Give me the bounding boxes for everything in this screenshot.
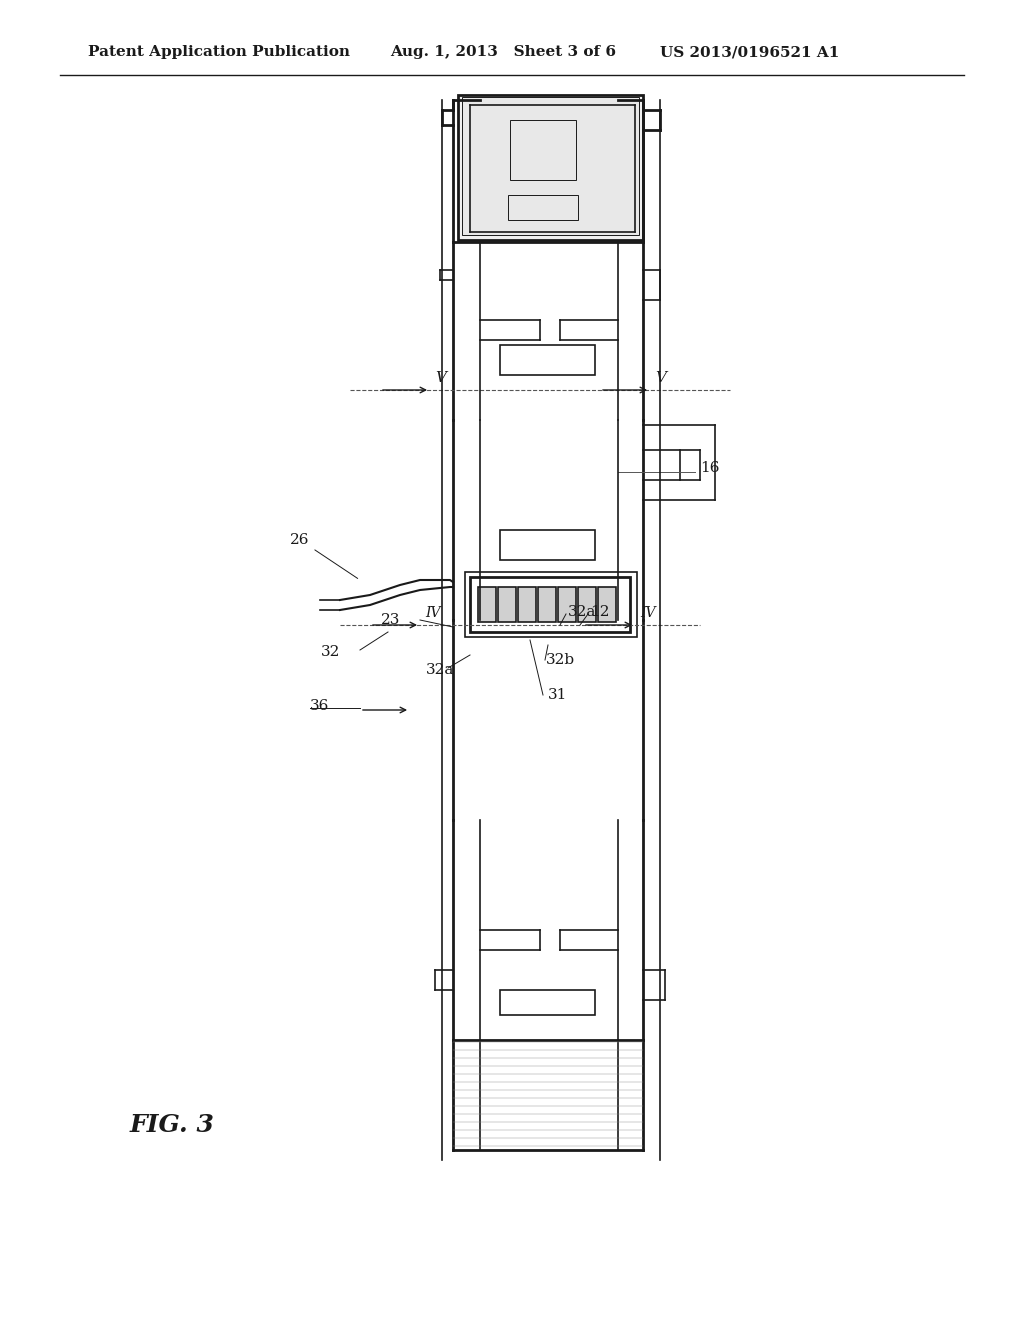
Bar (500, 345, 595, 375)
Text: 32a: 32a (568, 605, 596, 619)
Bar (538, 587, 556, 622)
Bar (498, 587, 516, 622)
Text: FIG. 3: FIG. 3 (130, 1113, 215, 1137)
Text: 12: 12 (590, 605, 609, 619)
Text: 32b: 32b (546, 653, 575, 667)
Text: 32: 32 (321, 645, 340, 659)
Bar (508, 195, 578, 220)
Bar (510, 120, 575, 180)
Text: 26: 26 (290, 533, 357, 578)
Text: V: V (655, 371, 666, 385)
Text: 23: 23 (381, 612, 400, 627)
Bar (500, 531, 595, 560)
Text: IV: IV (425, 606, 440, 620)
Bar (470, 577, 630, 632)
Text: IV: IV (640, 606, 655, 620)
Text: Patent Application Publication: Patent Application Publication (88, 45, 350, 59)
Text: US 2013/0196521 A1: US 2013/0196521 A1 (660, 45, 840, 59)
Text: 31: 31 (548, 688, 567, 702)
Text: 36: 36 (310, 700, 330, 713)
Text: 16: 16 (700, 461, 720, 475)
Text: V: V (435, 371, 446, 385)
Bar (478, 587, 496, 622)
Text: 32a: 32a (426, 663, 455, 677)
Bar (578, 587, 596, 622)
Bar (500, 990, 595, 1015)
Text: Aug. 1, 2013   Sheet 3 of 6: Aug. 1, 2013 Sheet 3 of 6 (390, 45, 616, 59)
Bar (558, 587, 575, 622)
Bar (518, 587, 536, 622)
Bar (462, 96, 639, 235)
Bar (598, 587, 616, 622)
Bar (465, 572, 637, 638)
Bar (458, 95, 643, 240)
